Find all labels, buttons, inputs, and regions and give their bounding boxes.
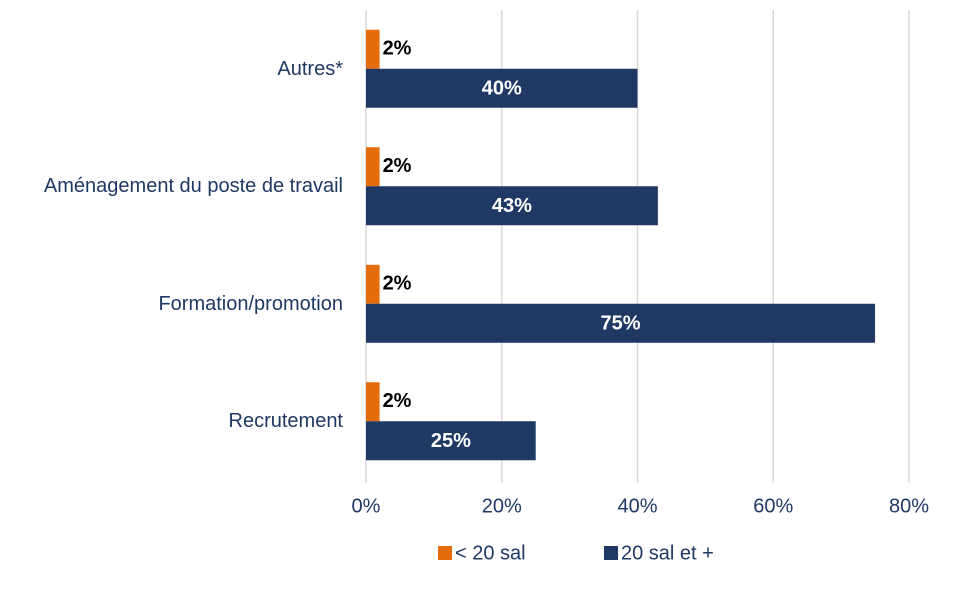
bar: [366, 147, 380, 187]
x-tick-label: 60%: [753, 495, 793, 517]
bar: [366, 303, 876, 343]
y-tick-label: Aménagement du poste de travail: [43, 175, 343, 198]
data-label: 40%: [482, 78, 522, 100]
bar: [366, 382, 380, 422]
data-label: 25%: [431, 430, 471, 452]
y-tick-label: Formation/promotion: [158, 292, 343, 315]
x-tick-label: 40%: [617, 495, 657, 517]
data-label: 2%: [383, 390, 412, 412]
legend-label: < 20 sal: [455, 542, 526, 564]
data-label: 2%: [383, 38, 412, 60]
legend-swatch: [438, 546, 452, 560]
y-tick-label: Recrutement: [228, 410, 344, 433]
x-tick-label: 20%: [482, 495, 522, 517]
data-label: 43%: [492, 195, 532, 217]
bar: [366, 29, 380, 69]
x-tick-label: 80%: [889, 495, 929, 517]
y-tick-label: Autres*: [277, 57, 343, 80]
data-label: 2%: [383, 155, 412, 177]
bar: [366, 421, 536, 461]
bar: [366, 68, 638, 108]
bar: [366, 186, 658, 226]
x-tick-label: 0%: [352, 495, 381, 517]
legend-label: 20 sal et +: [621, 542, 714, 564]
data-label: 2%: [383, 273, 412, 295]
legend-swatch: [604, 546, 618, 560]
data-label: 75%: [601, 313, 641, 335]
bar: [366, 264, 380, 304]
